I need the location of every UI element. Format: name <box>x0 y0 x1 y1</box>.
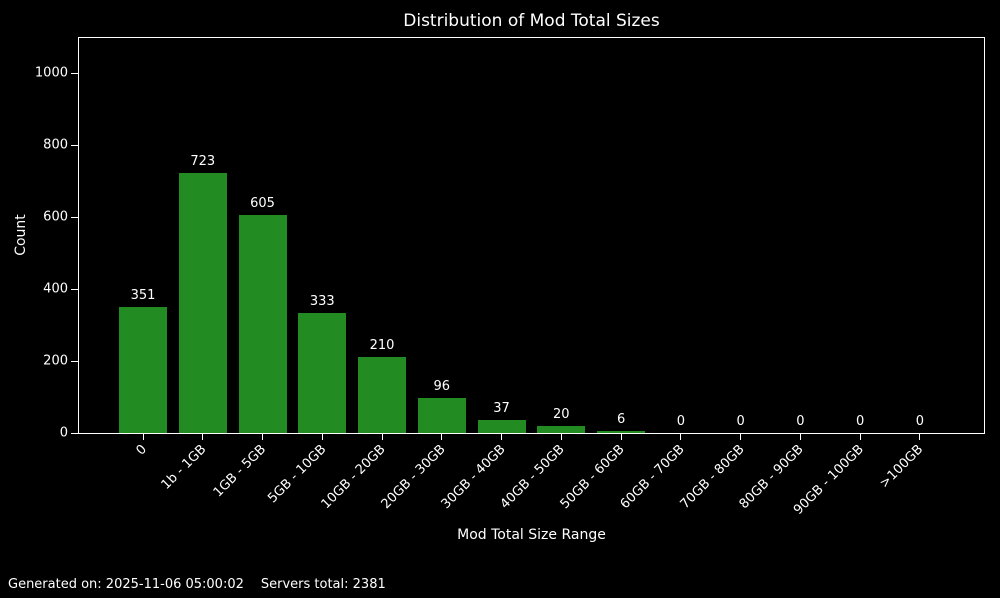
x-tick-mark <box>560 434 562 440</box>
x-tick-label: 0 <box>133 442 150 459</box>
servers-total-text: Servers total: 2381 <box>260 577 386 592</box>
bar-2 <box>238 215 287 433</box>
x-tick-mark <box>262 434 264 440</box>
bar-value-label: 0 <box>676 414 685 429</box>
x-tick-mark <box>620 434 622 440</box>
bar-0 <box>119 306 167 433</box>
bar-value-label: 0 <box>796 414 805 429</box>
x-tick-mark <box>321 434 323 440</box>
x-tick-mark <box>680 434 682 440</box>
bar-value-label: 723 <box>190 153 216 169</box>
bar-value-label: 6 <box>616 411 626 427</box>
y-axis-label: Count <box>13 214 29 256</box>
x-axis-label: Mod Total Size Range <box>457 527 606 543</box>
y-tick-mark <box>71 288 78 290</box>
bar-4 <box>358 357 407 433</box>
x-tick-label: 5GB - 10GB <box>264 442 329 507</box>
y-tick-label: 200 <box>43 353 68 369</box>
bar-value-label: 0 <box>736 414 745 429</box>
bar-1 <box>178 172 227 433</box>
y-tick-mark <box>71 360 78 362</box>
bottom-divider <box>0 598 1000 600</box>
y-tick-label: 400 <box>43 281 68 297</box>
y-tick-mark <box>71 144 78 146</box>
x-tick-mark <box>501 434 503 440</box>
x-tick-mark <box>381 434 383 440</box>
x-tick-label: >100GB <box>877 442 927 492</box>
bar-value-label: 37 <box>493 400 510 416</box>
bar-value-label: 210 <box>369 338 395 354</box>
y-tick-label: 800 <box>43 137 68 153</box>
bar-value-label: 96 <box>433 379 451 395</box>
bar-value-label: 351 <box>130 287 156 303</box>
bar-7 <box>537 425 586 433</box>
bar-value-label: 20 <box>553 406 570 422</box>
x-tick-mark <box>859 434 861 440</box>
y-tick-label: 1000 <box>34 65 68 81</box>
footer: Generated on: 2025-11-06 05:00:02 Servers… <box>8 577 386 592</box>
bar-value-label: 605 <box>250 196 275 212</box>
y-tick-label: 600 <box>43 209 68 225</box>
bar-3 <box>298 313 347 433</box>
y-tick-mark <box>71 72 78 74</box>
x-tick-mark <box>441 434 443 440</box>
x-tick-mark <box>799 434 801 440</box>
x-tick-mark <box>740 434 742 440</box>
generated-on-text: Generated on: 2025-11-06 05:00:02 <box>8 577 244 592</box>
bar-6 <box>477 419 526 433</box>
y-tick-mark <box>71 432 78 434</box>
x-tick-mark <box>202 434 204 440</box>
bar-value-label: 0 <box>855 414 865 429</box>
y-tick-mark <box>71 216 78 218</box>
bar-value-label: 333 <box>309 294 335 310</box>
bar-5 <box>417 398 466 433</box>
x-tick-label: 1b - 1GB <box>158 442 210 493</box>
bar-value-label: 0 <box>915 414 925 429</box>
plot-area: 0 200 400 600 800 1000 351 0 723 1b - 1GB 605 1GB -… <box>35 37 985 518</box>
x-tick-label: 1GB - 5GB <box>210 442 270 501</box>
y-tick-label: 0 <box>59 425 68 441</box>
bar-8 <box>597 430 646 433</box>
chart-title: Distribution of Mod Total Sizes <box>403 11 660 31</box>
x-tick-mark <box>142 434 144 440</box>
x-tick-mark <box>919 434 921 440</box>
